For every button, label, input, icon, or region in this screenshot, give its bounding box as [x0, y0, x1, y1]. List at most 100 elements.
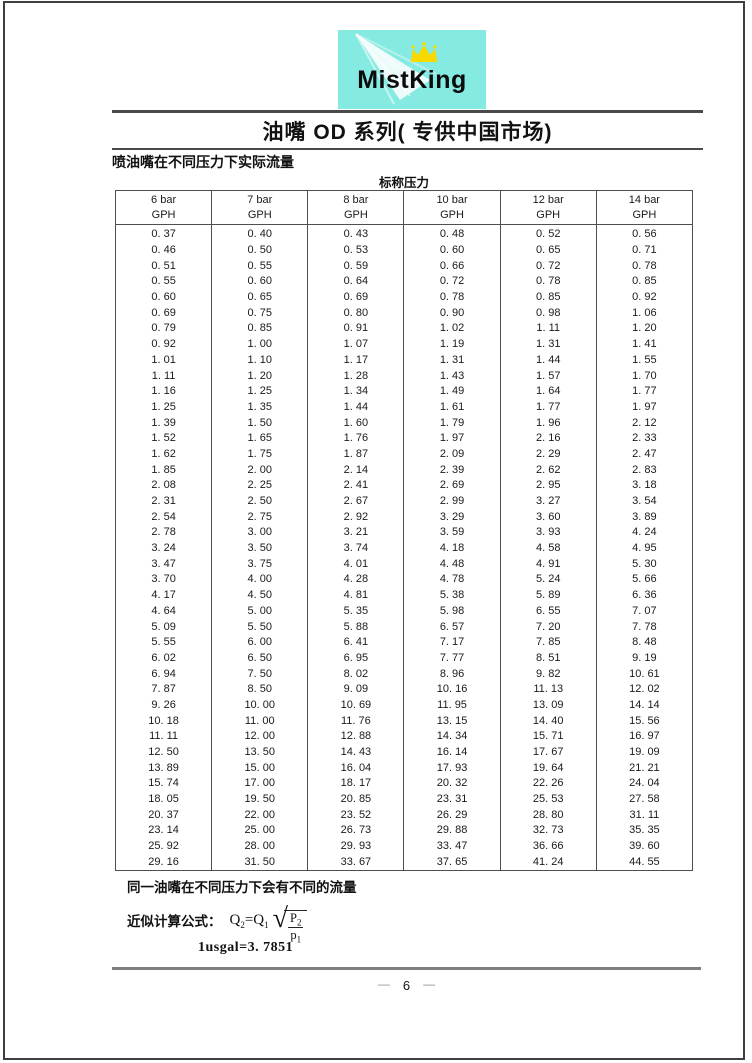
- brand-name: MistKing: [357, 66, 467, 94]
- page-number-dash-right: —: [423, 977, 436, 991]
- table-cell: 5. 35: [307, 603, 405, 620]
- table-cell: 0. 37: [114, 224, 213, 243]
- table-cell: 1. 10: [211, 352, 309, 369]
- table-cell: 5. 00: [211, 603, 309, 620]
- table-cell: 1. 76: [307, 430, 405, 447]
- formula-label: 近似计算公式：: [127, 914, 222, 929]
- table-cell: 15. 74: [114, 776, 213, 792]
- table-cell: 8. 02: [307, 666, 405, 682]
- section-subtitle: 喷油嘴在不同压力下实际流量: [112, 154, 294, 170]
- table-cell: 18. 05: [114, 791, 213, 808]
- table-cell: 28. 80: [499, 807, 597, 824]
- table-cell: 25. 53: [499, 791, 597, 808]
- table-cell: 11. 11: [114, 729, 213, 745]
- table-cell: 1. 01: [114, 352, 213, 369]
- table-cell: 3. 89: [595, 509, 694, 526]
- table-caption: 标称压力: [378, 176, 429, 190]
- table-cell: 1. 11: [114, 368, 213, 384]
- table-cell: 1. 35: [211, 399, 309, 416]
- pressure-fraction: P2 p1: [284, 910, 308, 944]
- table-row: 0. 51 0. 55 0. 59 0. 66 0. 72 0. 78: [114, 258, 694, 275]
- brand-logo: MistKing: [338, 30, 486, 109]
- table-row: 9. 26 10. 00 10. 69 11. 95 13. 09 14. 14: [114, 697, 694, 714]
- table-cell: 0. 66: [403, 258, 501, 275]
- table-cell: 2. 16: [499, 430, 597, 447]
- table-cell: 31. 50: [211, 854, 309, 871]
- table-cell: 3. 50: [211, 540, 309, 557]
- table-cell: 35. 35: [595, 823, 694, 839]
- table-cell: 17. 00: [211, 776, 309, 792]
- table-cell: 11. 76: [307, 713, 405, 729]
- table-cell: 29. 16: [114, 854, 213, 871]
- table-row: 3. 47 3. 75 4. 01 4. 48 4. 91 5. 30: [114, 556, 694, 573]
- table-header-row: 6 bar GPH 7 bar GPH 8 bar GPH 10 bar GPH 12 bar G…: [114, 190, 694, 225]
- table-row: 6. 02 6. 50 6. 95 7. 77 8. 51 9. 19: [114, 650, 694, 667]
- table-header-cell: 14 bar GPH: [595, 190, 694, 225]
- table-body: 0. 37 0. 40 0. 43 0. 48 0. 52 0. 56 0. 46 0. 50…: [114, 224, 694, 871]
- table-row: 0. 37 0. 40 0. 43 0. 48 0. 52 0. 56: [114, 224, 694, 243]
- table-cell: 2. 39: [403, 462, 501, 478]
- table-cell: 1. 06: [595, 305, 694, 322]
- table-cell: 3. 70: [114, 572, 213, 588]
- table-row: 1. 85 2. 00 2. 14 2. 39 2. 62 2. 83: [114, 462, 694, 478]
- table-cell: 1. 64: [499, 383, 597, 400]
- table-cell: 15. 00: [211, 760, 309, 777]
- table-cell: 5. 50: [211, 619, 309, 635]
- table-cell: 12. 02: [595, 681, 694, 698]
- table-cell: 4. 17: [114, 587, 213, 604]
- table-cell: 11. 13: [499, 681, 597, 698]
- table-cell: 2. 69: [403, 478, 501, 494]
- table-cell: 19. 64: [499, 760, 597, 777]
- table-cell: 3. 00: [211, 525, 309, 541]
- table-cell: 41. 24: [499, 854, 597, 871]
- table-cell: 2. 29: [499, 446, 597, 463]
- table-cell: 1. 55: [595, 352, 694, 369]
- table-cell: 0. 46: [114, 242, 213, 259]
- usgal-conversion: 1usgal=3. 7851: [198, 940, 294, 955]
- table-cell: 5. 66: [595, 572, 694, 588]
- table-cell: 6. 50: [211, 650, 309, 667]
- table-cell: 0. 56: [595, 224, 694, 243]
- table-cell: 0. 59: [307, 258, 405, 275]
- table-cell: 31. 11: [595, 807, 694, 824]
- table-row: 13. 89 15. 00 16. 04 17. 93 19. 64 21. 21: [114, 760, 694, 777]
- table-cell: 19. 50: [211, 791, 309, 808]
- table-cell: 0. 69: [114, 305, 213, 322]
- table-row: 2. 31 2. 50 2. 67 2. 99 3. 27 3. 54: [114, 493, 694, 510]
- table-cell: 18. 17: [307, 776, 405, 792]
- table-cell: 0. 85: [499, 289, 597, 306]
- table-cell: 8. 51: [499, 650, 597, 667]
- table-row: 3. 24 3. 50 3. 74 4. 18 4. 58 4. 95: [114, 540, 694, 557]
- table-cell: 3. 74: [307, 540, 405, 557]
- table-cell: 32. 73: [499, 823, 597, 839]
- table-cell: 1. 43: [403, 368, 501, 384]
- table-cell: 37. 65: [403, 854, 501, 871]
- table-cell: 7. 77: [403, 650, 501, 667]
- table-cell: 6. 94: [114, 666, 213, 682]
- mist-spray-icon: [355, 33, 437, 105]
- table-row: 25. 92 28. 00 29. 93 33. 47 36. 66 39. 60: [114, 838, 694, 855]
- table-cell: 4. 48: [403, 556, 501, 573]
- table-cell: 1. 07: [307, 336, 405, 353]
- table-cell: 20. 37: [114, 807, 213, 824]
- table-row: 20. 37 22. 00 23. 52 26. 29 28. 80 31. 11: [114, 807, 694, 824]
- table-cell: 1. 20: [595, 321, 694, 337]
- table-cell: 3. 75: [211, 556, 309, 573]
- crown-icon: [411, 42, 437, 62]
- table-cell: 0. 52: [499, 224, 597, 243]
- table-cell: 5. 24: [499, 572, 597, 588]
- table-cell: 1. 70: [595, 368, 694, 384]
- table-cell: 1. 19: [403, 336, 501, 353]
- table-cell: 0. 75: [211, 305, 309, 322]
- formula-lhs: Q2=Q1: [229, 911, 269, 930]
- table-cell: 5. 89: [499, 587, 597, 604]
- table-cell: 25. 92: [114, 838, 213, 855]
- page-number-value: 6: [402, 978, 411, 993]
- flow-table-wrap: 6 bar GPH 7 bar GPH 8 bar GPH 10 bar GPH 12 bar G…: [114, 190, 694, 872]
- table-row: 1. 01 1. 10 1. 17 1. 31 1. 44 1. 55: [114, 352, 694, 369]
- table-cell: 0. 55: [211, 258, 309, 275]
- table-cell: 2. 75: [211, 509, 309, 526]
- table-cell: 2. 31: [114, 493, 213, 510]
- table-row: 3. 70 4. 00 4. 28 4. 78 5. 24 5. 66: [114, 572, 694, 588]
- table-cell: 5. 30: [595, 556, 694, 573]
